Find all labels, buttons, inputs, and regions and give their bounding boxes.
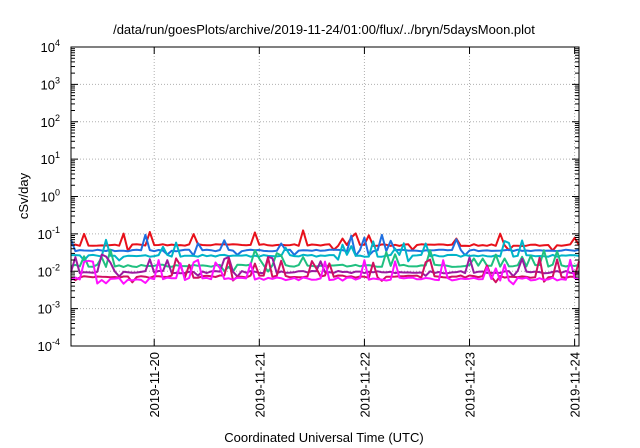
y-tick-label: 100 <box>41 188 60 205</box>
y-tick-label: 102 <box>41 113 60 130</box>
y-tick-label: 101 <box>41 150 60 167</box>
y-axis-label: cSv/day <box>16 172 31 219</box>
x-tick-label: 2019-11-21 <box>252 352 267 418</box>
x-tick-label: 2019-11-22 <box>357 352 372 418</box>
y-tick-labels: 10-4 10-3 10-2 10-1 100 101 102 103 104 <box>38 38 60 354</box>
y-tick-label: 10-3 <box>38 300 60 317</box>
chart-title: /data/run/goesPlots/archive/2019-11-24/0… <box>113 22 535 37</box>
series-line-4 <box>70 248 580 273</box>
x-axis-label: Coordinated Universal Time (UTC) <box>224 430 423 445</box>
series-layer <box>70 229 580 286</box>
y-tick-label: 10-1 <box>38 225 60 242</box>
x-tick-label: 2019-11-23 <box>463 352 478 418</box>
series-line-7 <box>70 258 580 286</box>
series-line-1 <box>70 229 580 252</box>
axis-ticks <box>71 46 579 347</box>
y-tick-label: 104 <box>41 38 60 55</box>
y-tick-label: 103 <box>41 75 60 92</box>
x-tick-label: 2019-11-20 <box>147 352 162 418</box>
x-tick-labels: 2019-11-20 2019-11-21 2019-11-22 2019-11-23… <box>147 352 582 418</box>
y-tick-label: 10-4 <box>38 337 60 354</box>
x-tick-label: 2019-11-24 <box>568 352 583 418</box>
series-line-2 <box>70 233 580 257</box>
y-tick-label: 10-2 <box>38 262 60 279</box>
